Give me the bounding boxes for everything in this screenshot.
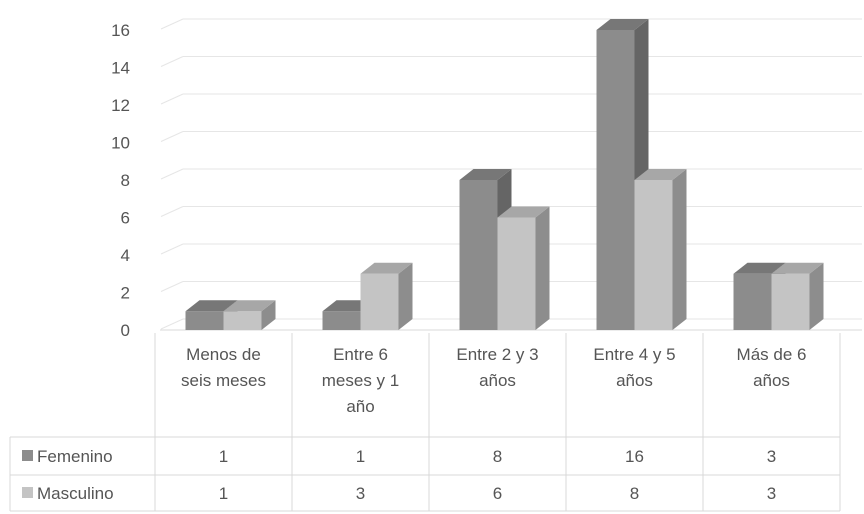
table-cell-value: 8 <box>630 484 639 503</box>
bar-top <box>459 169 512 180</box>
y-tick-label: 10 <box>111 134 130 153</box>
category-label: años <box>753 371 790 390</box>
bar-front <box>459 180 498 330</box>
bar-masculino-4 <box>771 262 824 330</box>
y-axis: 0 2 4 6 8 10 12 14 16 <box>111 21 130 340</box>
bar-front <box>771 273 810 330</box>
bar-front <box>497 217 536 330</box>
bar-masculino-0 <box>223 300 276 330</box>
bar-top <box>733 262 786 274</box>
bar-side <box>261 300 276 330</box>
category-label: Entre 2 y 3 <box>456 345 538 364</box>
category-label: meses y 1 <box>322 371 399 390</box>
y-tick-label: 8 <box>121 171 130 190</box>
legend-swatch <box>22 487 33 498</box>
bars <box>185 19 824 330</box>
table-cell-value: 1 <box>219 484 228 503</box>
gridline-depth <box>160 168 184 180</box>
bar-side <box>672 169 687 330</box>
y-tick-label: 16 <box>111 21 130 40</box>
legend-label: Masculino <box>37 484 114 503</box>
y-tick-label: 4 <box>121 246 130 265</box>
gridline-depth <box>160 18 184 30</box>
bar-front <box>360 273 399 330</box>
bar-front <box>596 30 635 330</box>
bar-masculino-2 <box>497 206 550 330</box>
table-cell-value: 8 <box>493 447 502 466</box>
category-label: Entre 6 <box>333 345 388 364</box>
y-tick-label: 12 <box>111 96 130 115</box>
category-label: Menos de <box>186 345 261 364</box>
table-cell-value: 16 <box>625 447 644 466</box>
y-tick-label: 0 <box>121 321 130 340</box>
y-tick-label: 14 <box>111 59 130 78</box>
table-cell-value: 6 <box>493 484 502 503</box>
y-tick-label: 2 <box>121 284 130 303</box>
bar-side <box>809 262 824 330</box>
category-label: Más de 6 <box>737 345 807 364</box>
bar-side <box>398 262 413 330</box>
bar-masculino-3 <box>634 169 687 330</box>
bar-front <box>733 273 772 330</box>
bar-top <box>596 19 649 30</box>
table-cell-value: 3 <box>767 447 776 466</box>
legend-swatch <box>22 450 33 461</box>
bar-top <box>497 206 550 218</box>
category-label: año <box>346 397 374 416</box>
gridline-depth <box>160 131 184 142</box>
bar-top <box>360 262 413 274</box>
category-label: seis meses <box>181 371 266 390</box>
bar-top <box>771 262 824 274</box>
category-label: Entre 4 y 5 <box>593 345 675 364</box>
gridline-depth <box>160 93 184 105</box>
gridline-depth <box>160 206 184 217</box>
gridline-depth <box>160 56 184 67</box>
gridline-depth <box>160 243 184 255</box>
bar-front <box>223 311 262 330</box>
category-label: años <box>616 371 653 390</box>
table-cell-value: 1 <box>219 447 228 466</box>
bar-top <box>185 300 238 312</box>
table-cell-value: 3 <box>767 484 776 503</box>
bar-front <box>185 311 224 330</box>
bar-masculino-1 <box>360 262 413 330</box>
bar-side <box>535 206 550 330</box>
legend-label: Femenino <box>37 447 113 466</box>
bar-front <box>322 311 361 330</box>
table-cell-value: 1 <box>356 447 365 466</box>
bar-front <box>634 180 673 330</box>
table-cell-value: 3 <box>356 484 365 503</box>
y-tick-label: 6 <box>121 209 130 228</box>
gridline-depth <box>160 318 184 330</box>
bar-top <box>223 300 276 312</box>
bar-top <box>634 169 687 180</box>
category-label: años <box>479 371 516 390</box>
data-table: Menos de seis meses Entre 6 meses y 1 año Ent… <box>9 333 841 512</box>
gridline-depth <box>160 281 184 292</box>
